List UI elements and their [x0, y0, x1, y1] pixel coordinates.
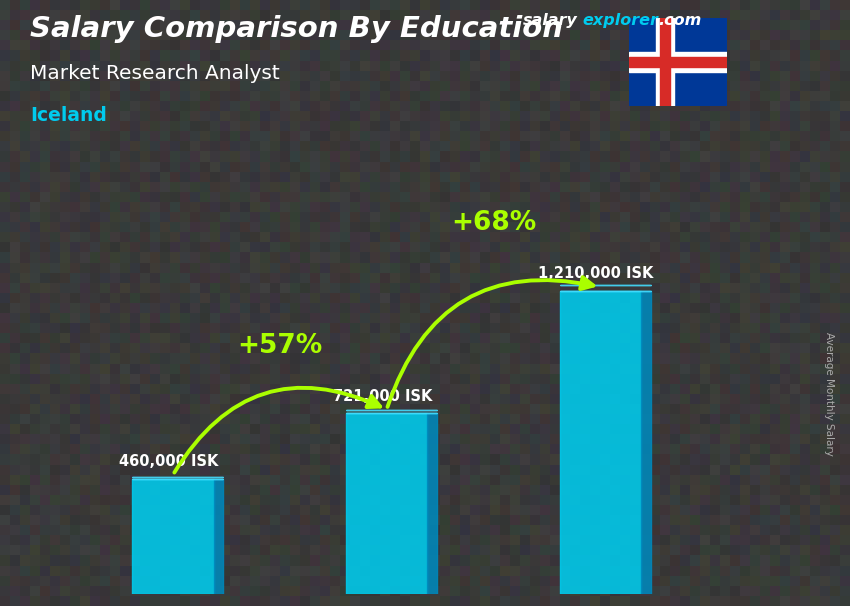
Bar	[660, 18, 670, 106]
Text: salary: salary	[523, 13, 577, 28]
Bar	[629, 53, 727, 72]
Text: explorer: explorer	[582, 13, 658, 28]
Bar	[133, 479, 213, 594]
Bar	[346, 413, 428, 594]
Bar	[656, 18, 674, 106]
Text: Average Monthly Salary: Average Monthly Salary	[824, 332, 834, 456]
Polygon shape	[213, 479, 224, 594]
Text: 460,000 ISK: 460,000 ISK	[119, 454, 218, 469]
Bar	[560, 291, 641, 594]
Bar	[629, 58, 727, 67]
Polygon shape	[641, 291, 651, 594]
Text: +68%: +68%	[450, 210, 536, 236]
Polygon shape	[428, 413, 437, 594]
Text: Salary Comparison By Education: Salary Comparison By Education	[30, 15, 563, 43]
Text: +57%: +57%	[237, 333, 322, 359]
Text: 721,000 ISK: 721,000 ISK	[332, 389, 432, 404]
Text: 1,210,000 ISK: 1,210,000 ISK	[538, 267, 654, 281]
Text: .com: .com	[659, 13, 702, 28]
Text: Market Research Analyst: Market Research Analyst	[30, 64, 280, 82]
Text: Iceland: Iceland	[30, 106, 106, 125]
